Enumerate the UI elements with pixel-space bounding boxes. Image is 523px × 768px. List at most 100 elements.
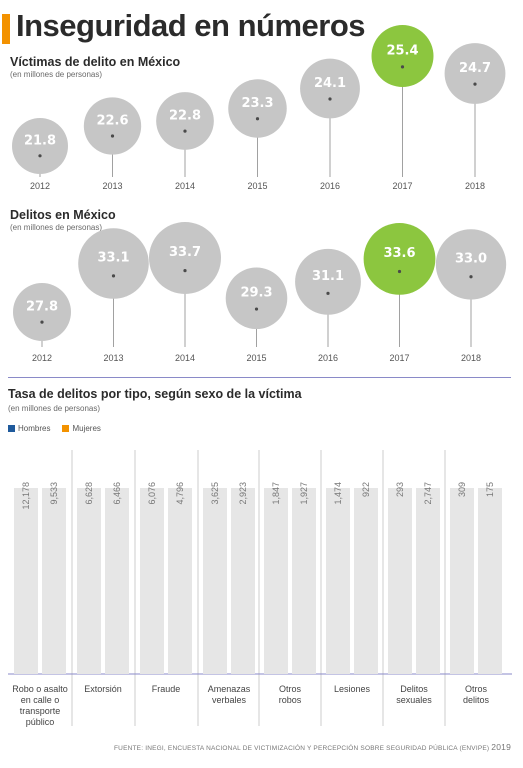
bubble-dot xyxy=(469,275,473,279)
year-label: 2017 xyxy=(389,353,409,363)
year-label: 2014 xyxy=(175,181,195,191)
bar-value-label: 6,076 xyxy=(147,482,157,505)
bubble-2012: 27.8 2012 xyxy=(13,283,71,363)
year-label: 2012 xyxy=(32,353,52,363)
bar-hombres xyxy=(77,488,101,674)
category-label-line: Amenazas xyxy=(208,684,251,694)
category-label: Robo o asalto en calle o transporte público xyxy=(12,684,68,727)
bar-hombres xyxy=(326,488,350,674)
bubble-value-label: 22.8 xyxy=(169,109,201,124)
category-label-line: transporte xyxy=(20,706,61,716)
bubble-2016: 31.1 2016 xyxy=(295,248,361,363)
bar-value-label: 175 xyxy=(485,482,495,497)
source-note: FUENTE: INEGI, ENCUESTA NACIONAL DE VICT… xyxy=(114,742,511,752)
category-label-line: Otros xyxy=(465,684,488,694)
category-label-line: Fraude xyxy=(152,684,181,694)
legend-item-mujeres: Mujeres xyxy=(62,424,101,433)
bubble-dot xyxy=(38,154,42,158)
bubble-dot xyxy=(254,307,259,311)
bar-mujeres xyxy=(292,488,316,674)
bar-hombres xyxy=(140,488,164,674)
year-label: 2018 xyxy=(465,181,485,191)
bar-group-1: 12,178 9,533 Robo o asalto en calle o transp… xyxy=(12,482,68,727)
bubble-circle xyxy=(300,58,360,119)
bar-hombres xyxy=(264,488,288,674)
category-label-line: sexuales xyxy=(396,695,432,705)
bubble-circle xyxy=(149,222,221,294)
year-label: 2015 xyxy=(246,353,266,363)
bubble-2015: 29.3 2015 xyxy=(225,267,288,363)
category-label: Fraude xyxy=(152,684,181,694)
delitos-subtitle: (en millones de personas) xyxy=(10,223,103,232)
bar-value-label: 12,178 xyxy=(21,482,31,510)
bubble-circle xyxy=(371,25,434,87)
delitos-bubble-chart: 27.8 2012 33.1 2013 33.7 2014 29.3 2015 31.1 2016… xyxy=(13,222,507,363)
category-label-line: Extorsión xyxy=(84,684,122,694)
category-label: Extorsión xyxy=(84,684,122,694)
bubble-value-label: 29.3 xyxy=(240,286,272,301)
category-label: Otros delitos xyxy=(463,684,490,705)
category-label-line: delitos xyxy=(463,695,490,705)
bubble-2018: 33.0 2018 xyxy=(435,229,507,363)
year-label: 2016 xyxy=(318,353,338,363)
bubble-2017: 33.6 2017 xyxy=(363,223,436,363)
year-label: 2018 xyxy=(461,353,481,363)
bubble-dot xyxy=(397,269,402,274)
bar-value-label: 3,625 xyxy=(210,482,220,505)
delitos-title: Delitos en México xyxy=(10,208,116,222)
bubble-value-label: 27.8 xyxy=(26,300,58,315)
bar-mujeres xyxy=(478,488,502,674)
year-label: 2013 xyxy=(103,353,123,363)
source-text: FUENTE: INEGI, ENCUESTA NACIONAL DE VICT… xyxy=(114,745,490,752)
bubble-circle xyxy=(12,118,68,174)
bubble-circle xyxy=(83,97,142,155)
bubble-dot xyxy=(183,129,187,133)
bar-hombres xyxy=(203,488,227,674)
bubble-dot xyxy=(183,269,187,273)
year-label: 2014 xyxy=(175,353,195,363)
bubble-dot xyxy=(40,320,44,324)
bubble-value-label: 33.1 xyxy=(97,251,129,266)
bubble-dot xyxy=(400,65,405,69)
bar-group-6: 1,474 922 Lesiones xyxy=(326,482,378,694)
bubble-circle xyxy=(13,283,71,341)
tasa-legend: Hombres Mujeres xyxy=(8,424,113,433)
category-label-line: Otros xyxy=(279,684,302,694)
victimas-bubble-chart: 21.8 2012 22.6 2013 22.8 2014 23.3 2015 24.1 2016… xyxy=(12,25,506,191)
victimas-subtitle: (en millones de personas) xyxy=(10,70,103,79)
legend-item-hombres: Hombres xyxy=(8,424,50,433)
bubble-dot xyxy=(110,134,115,138)
year-label: 2013 xyxy=(102,181,122,191)
bubble-value-label: 31.1 xyxy=(312,269,344,284)
bubble-circle xyxy=(435,229,507,300)
bar-value-label: 6,466 xyxy=(112,482,122,505)
bubble-value-label: 22.6 xyxy=(96,114,128,129)
bar-hombres xyxy=(388,488,412,674)
bar-mujeres xyxy=(354,488,378,674)
bubble-2014: 22.8 2014 xyxy=(156,92,214,191)
bubble-2017: 25.4 2017 xyxy=(371,25,434,191)
category-label: Lesiones xyxy=(334,684,371,694)
category-label: Amenazas verbales xyxy=(208,684,251,705)
bubble-2013: 33.1 2013 xyxy=(78,228,149,363)
bubble-2014: 33.7 2014 xyxy=(149,222,221,363)
bar-value-label: 309 xyxy=(457,482,467,497)
bubble-value-label: 33.6 xyxy=(383,246,415,261)
bubble-2013: 22.6 2013 xyxy=(83,97,142,191)
bubble-circle xyxy=(363,223,436,295)
bar-value-label: 9,533 xyxy=(49,482,59,505)
bubble-value-label: 33.7 xyxy=(169,245,201,260)
bubble-2018: 24.7 2018 xyxy=(444,43,506,191)
bubble-2015: 23.3 2015 xyxy=(228,79,287,191)
category-label-line: en calle o xyxy=(21,695,60,705)
category-label-line: Lesiones xyxy=(334,684,371,694)
bar-group-3: 6,076 4,796 Fraude xyxy=(140,482,192,694)
bar-mujeres xyxy=(231,488,255,674)
source-year: 2019 xyxy=(491,742,511,752)
bubble-2012: 21.8 2012 xyxy=(12,118,68,191)
bar-group-7: 293 2,747 Delitos sexuales xyxy=(388,482,440,705)
bar-value-label: 2,923 xyxy=(238,482,248,505)
bubble-2016: 24.1 2016 xyxy=(300,58,360,191)
category-label-line: Robo o asalto xyxy=(12,684,68,694)
year-label: 2015 xyxy=(247,181,267,191)
